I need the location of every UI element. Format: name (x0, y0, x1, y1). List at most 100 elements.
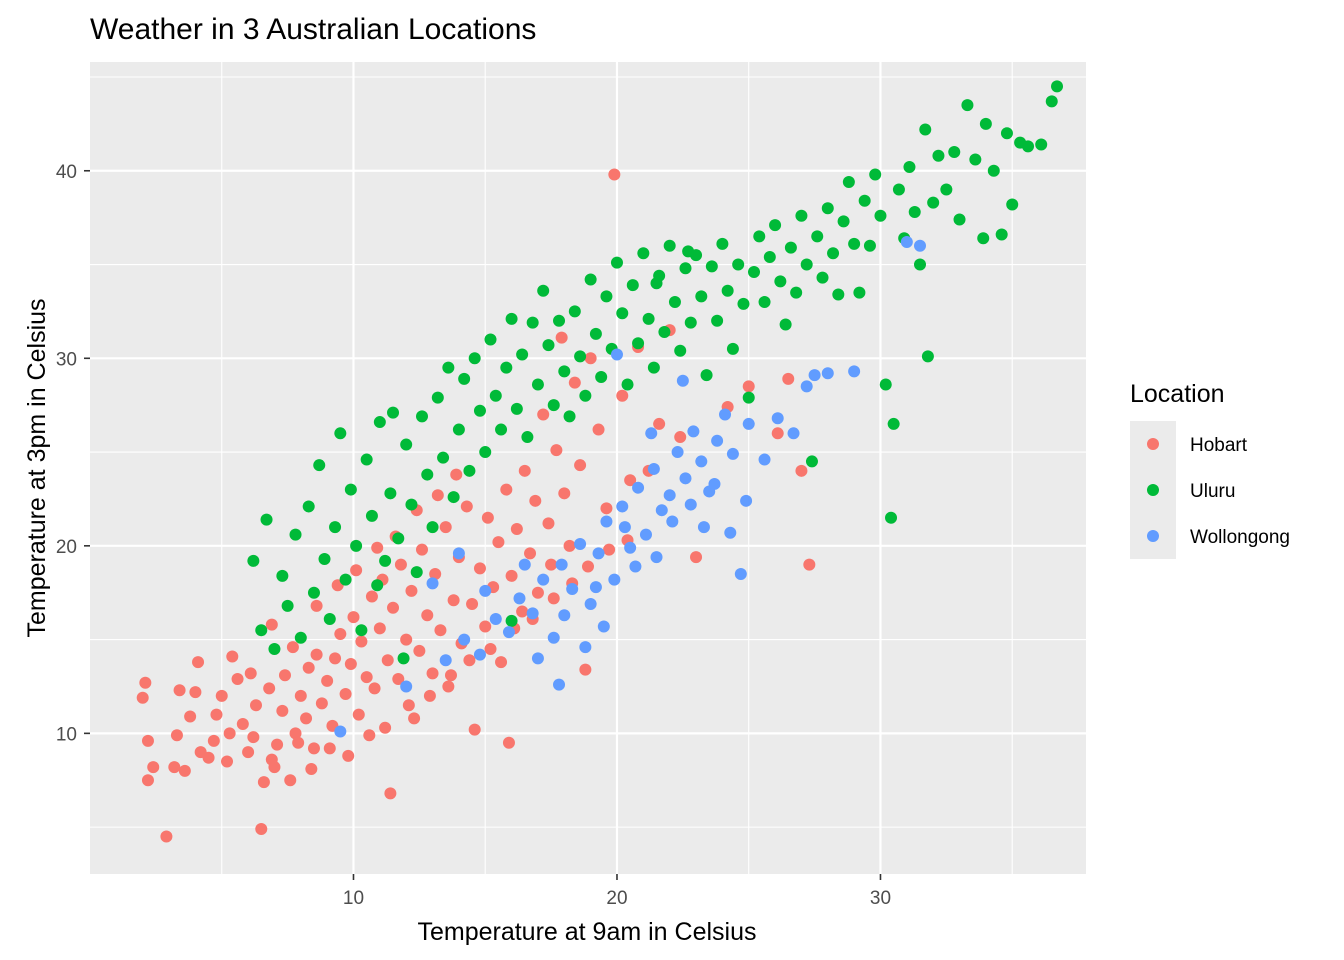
data-point (250, 699, 262, 712)
data-point (255, 822, 268, 835)
data-point (610, 256, 623, 269)
data-point (800, 258, 813, 271)
data-point (1045, 95, 1058, 108)
y-tick-label: 20 (56, 537, 77, 558)
data-point (247, 731, 260, 744)
data-point (584, 597, 597, 610)
legend: Location Hobart Uluru Wollongong (1130, 380, 1290, 559)
data-point (753, 230, 766, 243)
legend-key (1147, 484, 1159, 496)
data-point (653, 417, 666, 430)
data-point (671, 446, 684, 459)
data-point (592, 423, 605, 436)
data-point (1035, 138, 1048, 151)
data-point (558, 365, 571, 378)
data-point (160, 830, 173, 843)
data-point (416, 543, 428, 556)
data-point (597, 620, 610, 633)
data-point (555, 558, 568, 571)
x-tick-label: 30 (870, 888, 891, 909)
data-point (603, 543, 616, 556)
data-point (505, 569, 518, 582)
data-point (210, 708, 223, 721)
data-point (307, 742, 320, 755)
data-point (547, 592, 560, 605)
data-point (371, 579, 384, 592)
data-point (236, 717, 249, 730)
x-tick-label: 10 (343, 888, 364, 909)
data-point (387, 406, 400, 419)
data-point (832, 288, 845, 301)
data-point (940, 183, 953, 196)
data-point (616, 307, 629, 320)
data-point (550, 444, 563, 457)
legend-label: Wollongong (1190, 527, 1290, 548)
data-point (479, 584, 492, 597)
data-point (271, 738, 284, 751)
data-point (379, 554, 392, 567)
y-tick-label: 10 (56, 724, 77, 745)
data-point (479, 620, 492, 633)
data-point (408, 712, 421, 725)
data-point (458, 372, 471, 385)
legend-key (1147, 438, 1159, 450)
data-point (663, 239, 676, 252)
data-point (452, 423, 465, 436)
data-point (848, 237, 861, 250)
data-point (400, 633, 413, 646)
data-point (684, 498, 697, 511)
data-point (547, 631, 560, 644)
data-point (447, 594, 460, 607)
data-point (542, 517, 555, 530)
data-point (323, 742, 336, 755)
data-point (481, 511, 494, 524)
legend-title: Location (1130, 380, 1225, 408)
data-point (584, 273, 597, 286)
data-point (579, 663, 592, 676)
data-point (521, 431, 534, 444)
data-point (555, 331, 568, 344)
data-point (468, 352, 481, 365)
data-point (323, 612, 336, 625)
data-point (421, 609, 434, 622)
data-point (908, 206, 921, 219)
data-point (231, 672, 244, 685)
data-point (668, 296, 681, 309)
data-point (695, 455, 708, 468)
data-point (278, 669, 291, 682)
data-point (1022, 140, 1035, 153)
data-point (368, 682, 381, 695)
data-point (979, 117, 992, 130)
data-point (334, 627, 347, 640)
data-point (416, 410, 428, 423)
data-point (858, 194, 871, 207)
data-point (473, 562, 486, 575)
data-point (784, 241, 797, 254)
data-point (373, 622, 386, 635)
data-point (808, 369, 821, 382)
data-point (592, 547, 605, 560)
data-point (758, 453, 771, 466)
data-point (563, 539, 576, 552)
data-point (492, 536, 505, 549)
data-point (442, 680, 455, 693)
data-point (350, 564, 363, 577)
data-point (405, 498, 418, 511)
data-point (655, 504, 668, 517)
data-point (837, 215, 850, 228)
data-point (289, 528, 302, 541)
data-point (771, 412, 784, 425)
data-point (953, 213, 966, 226)
data-point (365, 590, 378, 603)
data-point (268, 642, 281, 655)
data-point (711, 434, 724, 447)
data-point (284, 774, 297, 787)
data-point (869, 168, 882, 181)
data-point (1000, 127, 1013, 140)
data-point (255, 624, 268, 637)
y-axis: 10 20 30 40 (56, 162, 90, 745)
data-point (394, 558, 407, 571)
data-point (458, 633, 471, 646)
data-point (629, 560, 642, 573)
data-point (558, 609, 571, 622)
